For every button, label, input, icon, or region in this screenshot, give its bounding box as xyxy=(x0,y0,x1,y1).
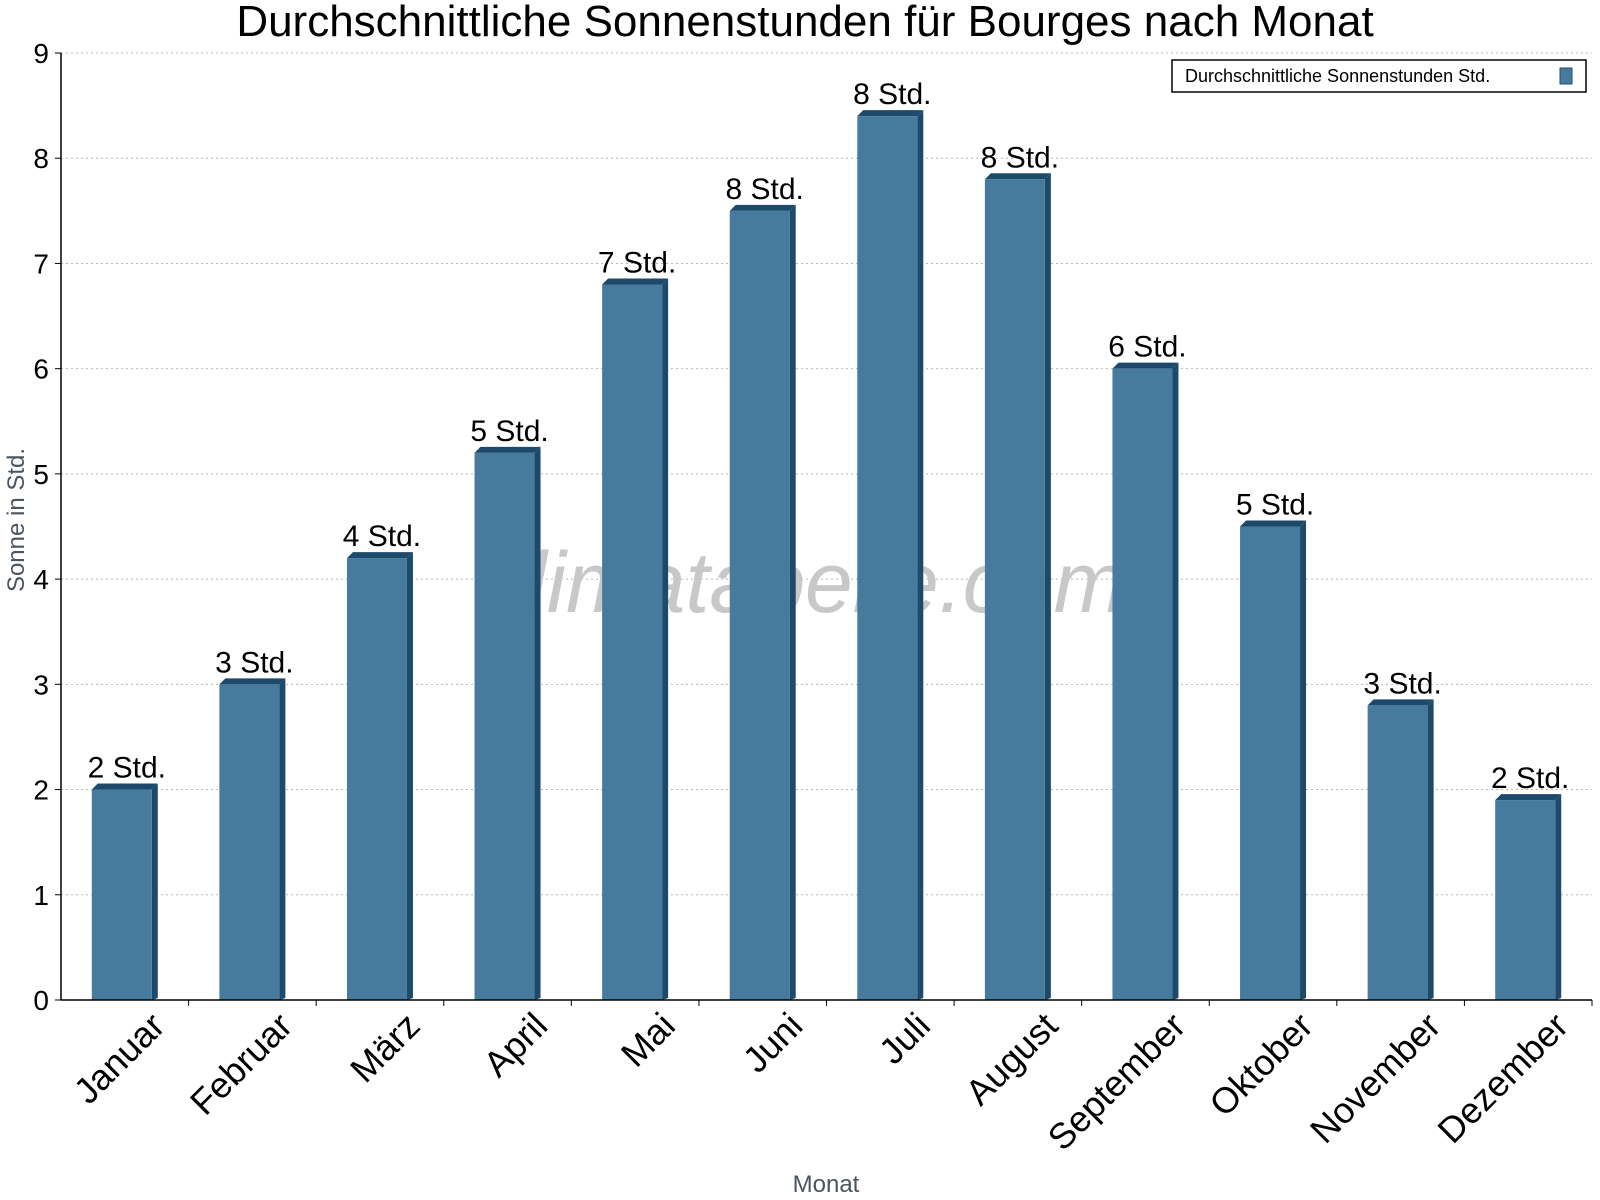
bar-value-label: 5 Std. xyxy=(470,415,548,448)
y-tick-label: 1 xyxy=(33,880,49,911)
bar-front xyxy=(1367,705,1428,1000)
bar: 5 Std. xyxy=(1236,489,1314,1000)
x-tick-label: April xyxy=(475,1005,555,1085)
bar-top xyxy=(474,446,541,453)
bar-value-label: 6 Std. xyxy=(1108,331,1186,364)
y-tick-label: 4 xyxy=(33,564,49,595)
bar-side xyxy=(662,278,669,1000)
bar-top xyxy=(602,278,669,285)
x-tick-label: Dezember xyxy=(1429,1005,1575,1151)
bar: 5 Std. xyxy=(470,415,549,1000)
bar-front xyxy=(1240,526,1301,1000)
bar-side xyxy=(917,110,924,1001)
chart-title: Durchschnittliche Sonnenstunden für Bour… xyxy=(236,0,1373,46)
bar-value-label: 4 Std. xyxy=(343,520,421,553)
bar-front xyxy=(1112,368,1173,1001)
x-tick-label: Mai xyxy=(613,1005,683,1075)
y-tick-label: 9 xyxy=(33,38,49,69)
x-tick-label: Oktober xyxy=(1201,1005,1321,1125)
x-tick-label: Februar xyxy=(182,1005,300,1123)
bar-front xyxy=(346,558,407,1000)
x-tick-label: Juni xyxy=(735,1005,811,1081)
bar-side xyxy=(1300,520,1307,1000)
bar-front xyxy=(602,284,663,1000)
bar-value-label: 7 Std. xyxy=(598,246,676,279)
bar-top xyxy=(729,204,796,211)
y-tick-label: 7 xyxy=(33,248,49,279)
x-tick-label: März xyxy=(342,1005,428,1091)
bar-top xyxy=(219,678,286,685)
x-tick-labels: Januar Februar März April Mai Juni Juli AugustS… xyxy=(66,1005,1576,1159)
bar: 2 Std. xyxy=(88,752,166,1000)
bar-value-label: 8 Std. xyxy=(981,141,1059,174)
bar: 8 Std. xyxy=(726,173,804,1001)
bar-top xyxy=(346,552,413,559)
bars-group: 2 Std. 3 Std. 4 Std. 5 Std. 7 Std. 8 Std. 8 St… xyxy=(88,78,1569,1001)
bar-top xyxy=(1112,362,1179,369)
bar-side xyxy=(279,678,286,1000)
bar: 2 Std. xyxy=(1491,762,1569,1000)
y-tick-label: 8 xyxy=(33,143,49,174)
bar-value-label: 2 Std. xyxy=(1491,762,1569,795)
x-tick-label: November xyxy=(1302,1005,1448,1151)
bar: 3 Std. xyxy=(1363,667,1442,1000)
legend-box xyxy=(1171,59,1587,93)
y-axis-label: Sonne in Std. xyxy=(3,448,30,592)
bar-top xyxy=(1495,794,1562,801)
bar: 6 Std. xyxy=(1108,331,1187,1001)
legend-swatch xyxy=(1559,67,1573,85)
bar-value-label: 2 Std. xyxy=(88,752,166,785)
bar-front xyxy=(1495,800,1556,1000)
bar-side xyxy=(406,552,413,1000)
y-tick-label: 6 xyxy=(33,354,49,385)
bar-front xyxy=(219,684,280,1000)
bar: 4 Std. xyxy=(343,520,421,1000)
bar-top xyxy=(1240,520,1307,527)
bar-side xyxy=(1172,362,1179,1001)
grid-lines xyxy=(61,52,1592,896)
bar-side xyxy=(1555,794,1562,1000)
bar-side xyxy=(534,446,541,1000)
bar-value-label: 3 Std. xyxy=(215,646,293,679)
x-tick-label: Januar xyxy=(66,1005,173,1112)
y-tick-label: 3 xyxy=(33,669,49,700)
x-tick-label: Juli xyxy=(871,1005,938,1072)
x-tick-label: August xyxy=(957,1005,1065,1113)
bar-value-label: 8 Std. xyxy=(853,78,931,111)
bar-top xyxy=(984,173,1051,180)
bar-front xyxy=(91,789,152,1000)
bar: 7 Std. xyxy=(598,246,676,1000)
bar-top xyxy=(91,783,158,790)
bar-value-label: 3 Std. xyxy=(1363,667,1441,700)
x-tick-label: September xyxy=(1040,1005,1194,1159)
bar-side xyxy=(1044,173,1051,1000)
bar-value-label: 5 Std. xyxy=(1236,489,1314,522)
bar-top xyxy=(1367,699,1434,706)
bar-side xyxy=(789,204,796,1001)
axes xyxy=(55,52,1593,1006)
bar-front xyxy=(984,179,1045,1000)
y-tick-label: 0 xyxy=(33,985,49,1016)
bar-top xyxy=(857,110,924,117)
legend-label: Durchschnittliche Sonnenstunden Std. xyxy=(1185,66,1490,86)
bar: 8 Std. xyxy=(981,141,1059,1000)
y-tick-label: 2 xyxy=(33,775,49,806)
y-tick-label: 5 xyxy=(33,459,49,490)
bar-side xyxy=(151,783,158,1000)
bar-value-label: 8 Std. xyxy=(726,173,804,206)
bar-front xyxy=(729,210,790,1001)
y-tick-labels: 0 1 2 3 4 5 6 7 8 9 xyxy=(33,38,49,1016)
bar-side xyxy=(1427,699,1434,1000)
bar-front xyxy=(857,116,918,1001)
bar-front xyxy=(474,452,535,1000)
bar: 8 Std. xyxy=(853,78,931,1001)
x-axis-label: Monat xyxy=(793,1171,860,1198)
legend: Durchschnittliche Sonnenstunden Std. xyxy=(1171,59,1587,93)
bar: 3 Std. xyxy=(215,646,294,1000)
